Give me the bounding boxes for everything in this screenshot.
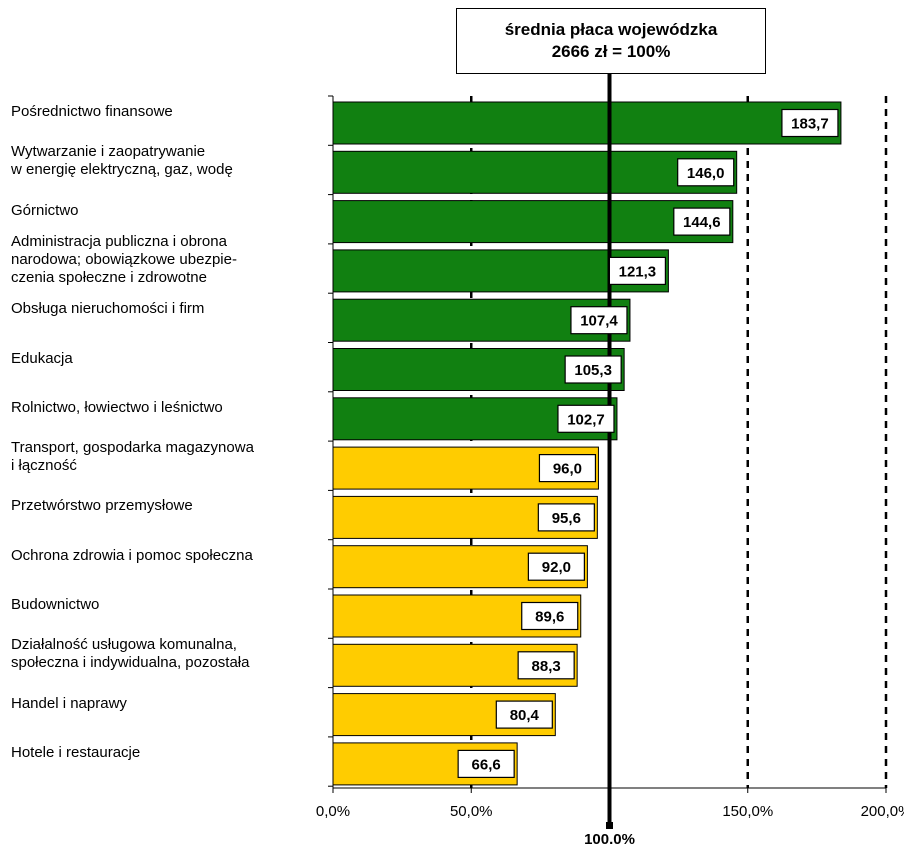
category-label-13: Hotele i restauracje	[11, 743, 141, 761]
value-label-box-1	[677, 158, 735, 187]
chart-title-box: średnia płaca wojewódzka 2666 zł = 100%	[456, 8, 766, 74]
value-label-7: 96,0	[553, 461, 582, 478]
value-label-box-8	[537, 503, 595, 532]
category-label-3: Administracja publiczna i obrona narodow…	[11, 232, 237, 286]
category-label-2: Górnictwo	[11, 201, 79, 219]
reference-line-marker	[606, 822, 613, 829]
value-label-box-10	[521, 601, 579, 631]
x-tick-label-0: 0,0%	[315, 803, 351, 820]
value-label-box-13	[457, 749, 515, 779]
value-label-8: 95,6	[552, 510, 581, 527]
value-label-5: 105,3	[574, 362, 612, 379]
value-label-12: 80,4	[510, 707, 540, 724]
bar-0	[332, 101, 842, 145]
value-label-box-11	[517, 651, 575, 680]
category-label-0: Pośrednictwo finansowe	[11, 103, 173, 120]
value-label-2: 144,6	[683, 214, 721, 231]
value-label-0: 183,7	[791, 116, 829, 133]
category-label-8: Przetwórstwo przemysłowe	[11, 497, 193, 515]
chart-title-line2: 2666 zł = 100%	[551, 42, 671, 61]
x-tick-label-200: 200,0%	[860, 803, 904, 820]
value-label-box-4	[570, 306, 628, 335]
value-label-box-0	[781, 108, 839, 138]
value-label-box-2	[673, 207, 731, 236]
value-label-box-6	[557, 404, 615, 433]
category-label-11: Działalność usługowa komunalna, społeczn…	[11, 636, 250, 672]
value-label-1: 146,0	[687, 165, 725, 182]
value-label-13: 66,6	[472, 756, 501, 773]
value-label-3: 121,3	[619, 263, 657, 280]
category-label-10: Budownictwo	[11, 596, 100, 613]
value-label-11: 88,3	[532, 658, 561, 675]
value-label-box-3	[608, 256, 666, 285]
x-tick-label-150: 150,0%	[722, 803, 774, 820]
value-label-box-12	[495, 700, 553, 729]
value-label-box-7	[538, 454, 597, 483]
bar-2	[332, 200, 734, 244]
category-label-6: Rolnictwo, łowiectwo i leśnictwo	[11, 398, 223, 416]
category-label-4: Obsługa nieruchomości i firm	[11, 300, 205, 318]
bar-1	[332, 150, 738, 194]
category-label-5: Edukacja	[11, 349, 73, 367]
value-label-10: 89,6	[535, 609, 564, 626]
category-label-9: Ochrona zdrowia i pomoc społeczna	[11, 546, 253, 564]
value-label-box-9	[527, 552, 585, 581]
reference-line-label: 100.0%	[584, 831, 635, 848]
category-label-12: Handel i naprawy	[11, 694, 127, 712]
category-label-1: Wytwarzanie i zaopatrywanie w energię el…	[11, 143, 233, 179]
value-label-9: 92,0	[542, 559, 571, 576]
value-label-6: 102,7	[567, 411, 605, 428]
category-label-7: Transport, gospodarka magazynowa i łączn…	[11, 439, 254, 475]
value-label-box-5	[564, 355, 622, 384]
chart-title-line1: średnia płaca wojewódzka	[504, 20, 718, 39]
value-label-4: 107,4	[580, 313, 618, 330]
x-tick-label-50: 50,0%	[449, 803, 493, 820]
